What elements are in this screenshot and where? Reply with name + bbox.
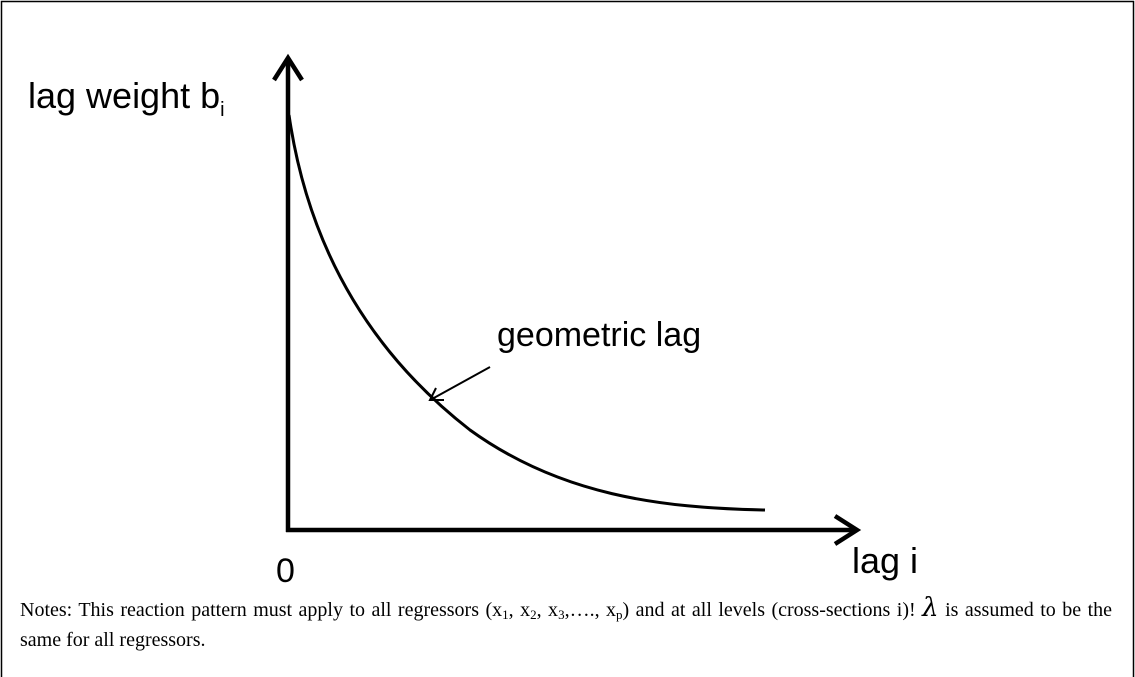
notes: Notes: This reaction pattern must apply … bbox=[20, 593, 1112, 655]
curve-label: geometric lag bbox=[497, 316, 701, 354]
notes-subscript: 3 bbox=[558, 607, 565, 622]
y-axis-label-text: lag weight b bbox=[28, 75, 220, 116]
x-axis-label: lag i bbox=[852, 540, 918, 581]
notes-text: ,…., x bbox=[564, 599, 617, 621]
annotation-arrowhead bbox=[428, 387, 444, 401]
notes-text: Notes: This reaction pattern must apply … bbox=[20, 599, 503, 621]
y-axis-label: lag weight bi bbox=[28, 75, 225, 121]
notes-subscript: 2 bbox=[530, 607, 537, 622]
notes-text: , x bbox=[536, 599, 559, 621]
notes-symbol: λ bbox=[922, 593, 939, 623]
x-axis-arrow bbox=[833, 514, 862, 546]
y-axis-arrow bbox=[272, 53, 304, 82]
origin-label: 0 bbox=[276, 552, 295, 590]
geometric-lag-curve bbox=[287, 114, 766, 512]
notes-text: is assumed to be the same for all regres… bbox=[20, 599, 1113, 651]
notes-subscript: 1 bbox=[502, 607, 509, 622]
notes-text: , x bbox=[508, 599, 531, 621]
annotation-arrow bbox=[431, 366, 491, 400]
notes-text: ) and at all levels (cross-sections i)! bbox=[622, 599, 923, 621]
notes-subscript: p bbox=[616, 607, 623, 622]
y-axis-label-subscript: i bbox=[220, 99, 224, 121]
